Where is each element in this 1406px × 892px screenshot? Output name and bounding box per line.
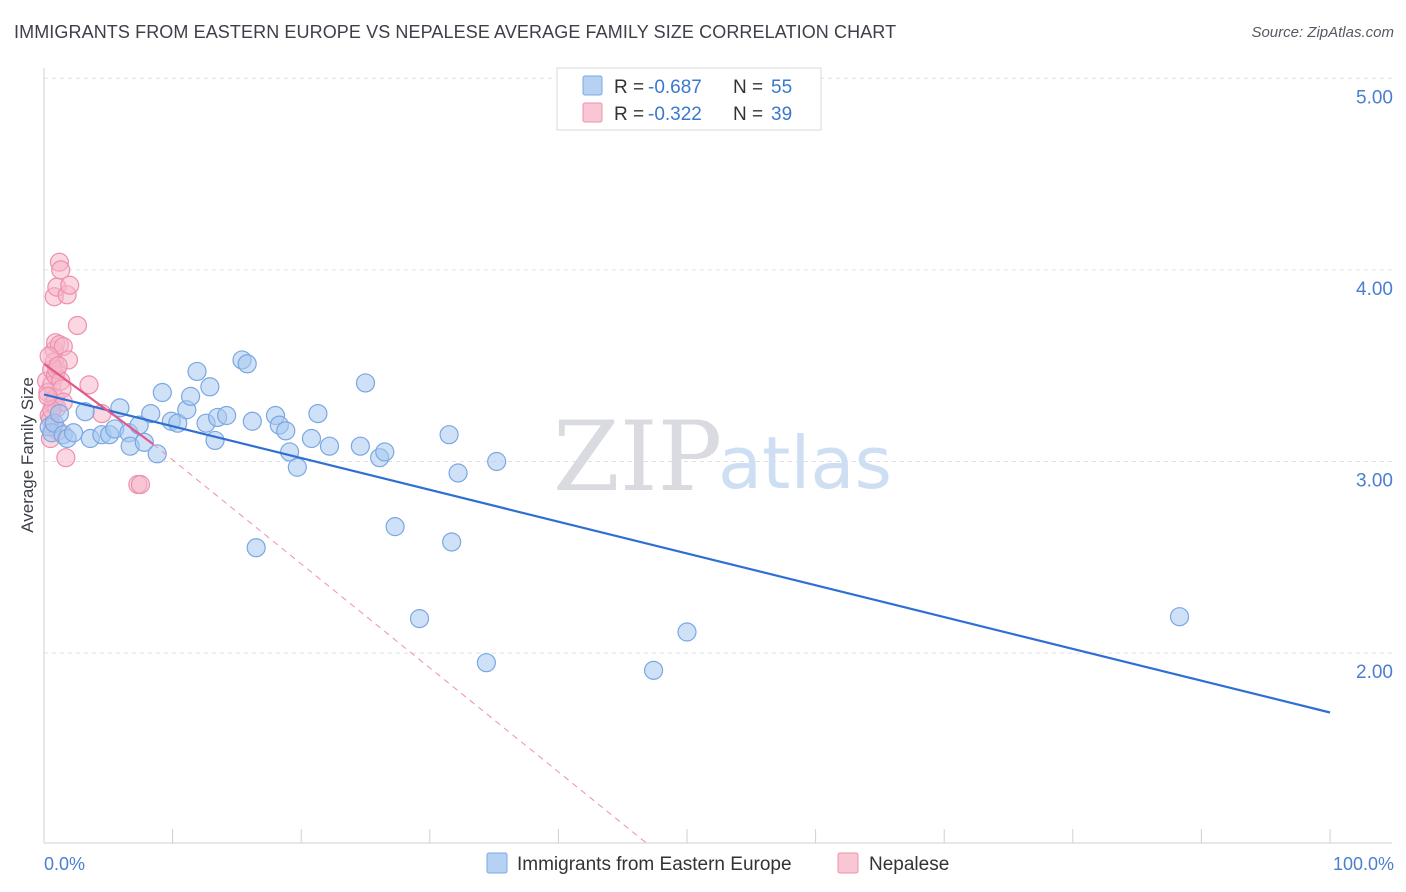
eastern-europe-point [217, 405, 237, 426]
pink-trend-line [43, 362, 154, 446]
eastern-europe-point [308, 404, 328, 424]
eastern-europe-point [134, 432, 154, 452]
series-nepalese [36, 252, 151, 495]
nepalese-point [79, 375, 99, 395]
blue-trend-line [43, 393, 1331, 714]
series-eastern-europe [39, 350, 1190, 680]
legend-n-value-1: 39 [771, 104, 792, 125]
nepalese-point [51, 260, 71, 280]
eastern-europe-point [152, 382, 172, 403]
eastern-europe-point [63, 423, 84, 443]
eastern-europe-point [319, 436, 340, 456]
y-tick-labels: 2.00 3.00 4.00 5.00 [1356, 87, 1393, 683]
eastern-europe-point [49, 404, 70, 424]
bottom-legend-label-0: Immigrants from Eastern Europe [517, 854, 792, 875]
y-tick-label: 4.00 [1356, 279, 1393, 300]
watermark-atlas: atlas [718, 421, 892, 505]
eastern-europe-point [237, 354, 257, 374]
eastern-europe-point [350, 436, 370, 456]
x-tick-label-max: 100.0% [1333, 854, 1394, 874]
trend-lines [43, 362, 1331, 846]
pink-trend-extension [152, 443, 649, 846]
legend-swatch-blue [582, 75, 603, 96]
eastern-europe-point [375, 442, 395, 462]
eastern-europe-point [141, 404, 161, 424]
x-ticks [172, 829, 1331, 843]
y-tick-label: 2.00 [1356, 662, 1393, 683]
y-tick-label: 5.00 [1356, 87, 1393, 108]
eastern-europe-point [187, 361, 207, 382]
axes [43, 68, 1392, 844]
eastern-europe-point [301, 428, 322, 449]
eastern-europe-point [355, 373, 376, 393]
eastern-europe-point [276, 421, 296, 441]
legend-n-value-0: 55 [771, 77, 792, 98]
bottom-legend-swatch-pink [837, 852, 859, 874]
eastern-europe-point [200, 377, 220, 397]
legend-r-label-1: R = [614, 104, 644, 125]
bottom-legend-swatch-blue [486, 852, 508, 874]
bottom-legend: Immigrants from Eastern Europe Nepalese [486, 852, 949, 875]
eastern-europe-point [287, 457, 307, 477]
x-tick-label-min: 0.0% [44, 854, 85, 874]
eastern-europe-point [439, 425, 459, 445]
legend: R = -0.687 N = 55 R = -0.322 N = 39 [556, 67, 822, 131]
y-axis-title: Average Family Size [18, 377, 37, 533]
watermark-zip: ZIP [553, 401, 722, 513]
eastern-europe-point [1169, 607, 1190, 627]
legend-n-label-1: N = [733, 104, 763, 125]
eastern-europe-point [385, 517, 405, 537]
legend-swatch-pink [582, 102, 603, 123]
bottom-legend-label-1: Nepalese [869, 854, 949, 875]
eastern-europe-point [409, 609, 430, 629]
eastern-europe-point [476, 653, 496, 673]
nepalese-point [60, 275, 80, 295]
eastern-europe-point [242, 411, 262, 431]
eastern-europe-point [75, 402, 95, 422]
nepalese-point [48, 356, 68, 376]
nepalese-point [56, 448, 76, 468]
eastern-europe-point [442, 532, 462, 552]
grid-lines [44, 77, 1392, 654]
legend-r-value-0: -0.687 [648, 77, 702, 98]
source-credit: Source: ZipAtlas.com [1251, 24, 1394, 41]
eastern-europe-point [246, 538, 266, 558]
watermark: ZIP atlas [553, 401, 892, 513]
eastern-europe-point [181, 386, 201, 406]
eastern-europe-point [677, 622, 697, 642]
eastern-europe-point [147, 444, 167, 464]
legend-r-value-1: -0.322 [648, 104, 702, 125]
legend-r-label-0: R = [614, 77, 644, 98]
legend-n-label-0: N = [733, 77, 763, 98]
nepalese-point [130, 474, 151, 495]
y-tick-label: 3.00 [1356, 471, 1393, 492]
eastern-europe-point [448, 463, 468, 483]
nepalese-point [67, 315, 88, 336]
eastern-europe-point [487, 451, 507, 472]
eastern-europe-point [643, 660, 664, 680]
chart-title: IMMIGRANTS FROM EASTERN EUROPE VS NEPALE… [14, 22, 897, 42]
